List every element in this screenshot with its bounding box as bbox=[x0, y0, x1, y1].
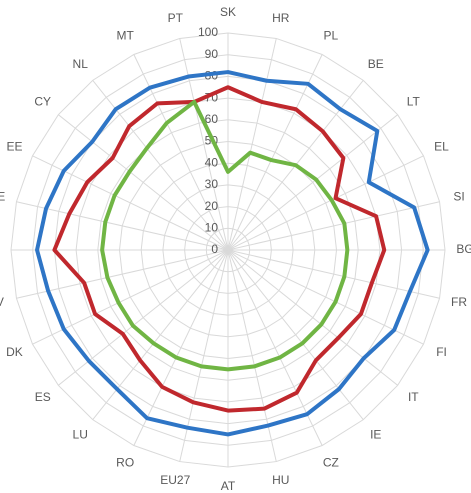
category-label: EE bbox=[6, 139, 22, 153]
category-label: HU bbox=[272, 473, 289, 487]
series-line bbox=[35, 70, 430, 437]
spoke bbox=[227, 249, 364, 420]
category-label: PT bbox=[168, 11, 184, 25]
r-tick-label: 30 bbox=[205, 177, 219, 191]
r-tick-label: 100 bbox=[198, 25, 218, 39]
category-label: DE bbox=[0, 189, 5, 203]
spoke bbox=[133, 249, 229, 446]
spoke bbox=[227, 249, 440, 299]
r-tick-label: 90 bbox=[205, 47, 219, 61]
r-tick-label: 0 bbox=[211, 242, 218, 256]
spoke bbox=[92, 249, 229, 420]
spoke bbox=[227, 201, 440, 251]
category-label: MT bbox=[117, 29, 135, 43]
spoke bbox=[179, 38, 229, 251]
r-tick-label: 20 bbox=[205, 199, 219, 213]
spoke bbox=[58, 249, 229, 386]
spoke bbox=[227, 155, 424, 251]
spoke bbox=[58, 114, 229, 251]
category-label: EU27 bbox=[160, 473, 190, 487]
category-label: IT bbox=[408, 390, 419, 404]
category-label: AT bbox=[221, 479, 236, 493]
spoke bbox=[227, 54, 323, 251]
r-tick-label: 40 bbox=[205, 155, 219, 169]
category-label: BG bbox=[456, 242, 471, 256]
category-label: FR bbox=[451, 295, 467, 309]
spoke bbox=[16, 249, 229, 299]
category-label: PL bbox=[323, 29, 338, 43]
category-label: RO bbox=[116, 456, 134, 470]
category-label: LT bbox=[407, 94, 421, 108]
spoke bbox=[16, 201, 229, 251]
category-label: BE bbox=[368, 57, 384, 71]
r-tick-label: 60 bbox=[205, 112, 219, 126]
spoke bbox=[227, 249, 398, 386]
category-label: ES bbox=[35, 390, 51, 404]
spoke bbox=[227, 249, 424, 345]
category-label: SI bbox=[453, 189, 464, 203]
category-label: EL bbox=[434, 139, 449, 153]
series-line bbox=[52, 85, 387, 413]
spoke bbox=[227, 38, 277, 251]
category-label: LV bbox=[0, 295, 4, 309]
series-line bbox=[100, 99, 350, 372]
r-tick-label: 10 bbox=[205, 220, 219, 234]
category-label: SK bbox=[220, 5, 236, 19]
category-label: FI bbox=[436, 345, 447, 359]
category-label: LU bbox=[73, 427, 88, 441]
spoke bbox=[227, 114, 398, 251]
category-label: IE bbox=[370, 427, 381, 441]
category-label: CY bbox=[34, 94, 51, 108]
category-label: NL bbox=[73, 57, 89, 71]
category-label: CZ bbox=[323, 456, 339, 470]
category-label: HR bbox=[272, 11, 290, 25]
category-label: DK bbox=[6, 345, 23, 359]
